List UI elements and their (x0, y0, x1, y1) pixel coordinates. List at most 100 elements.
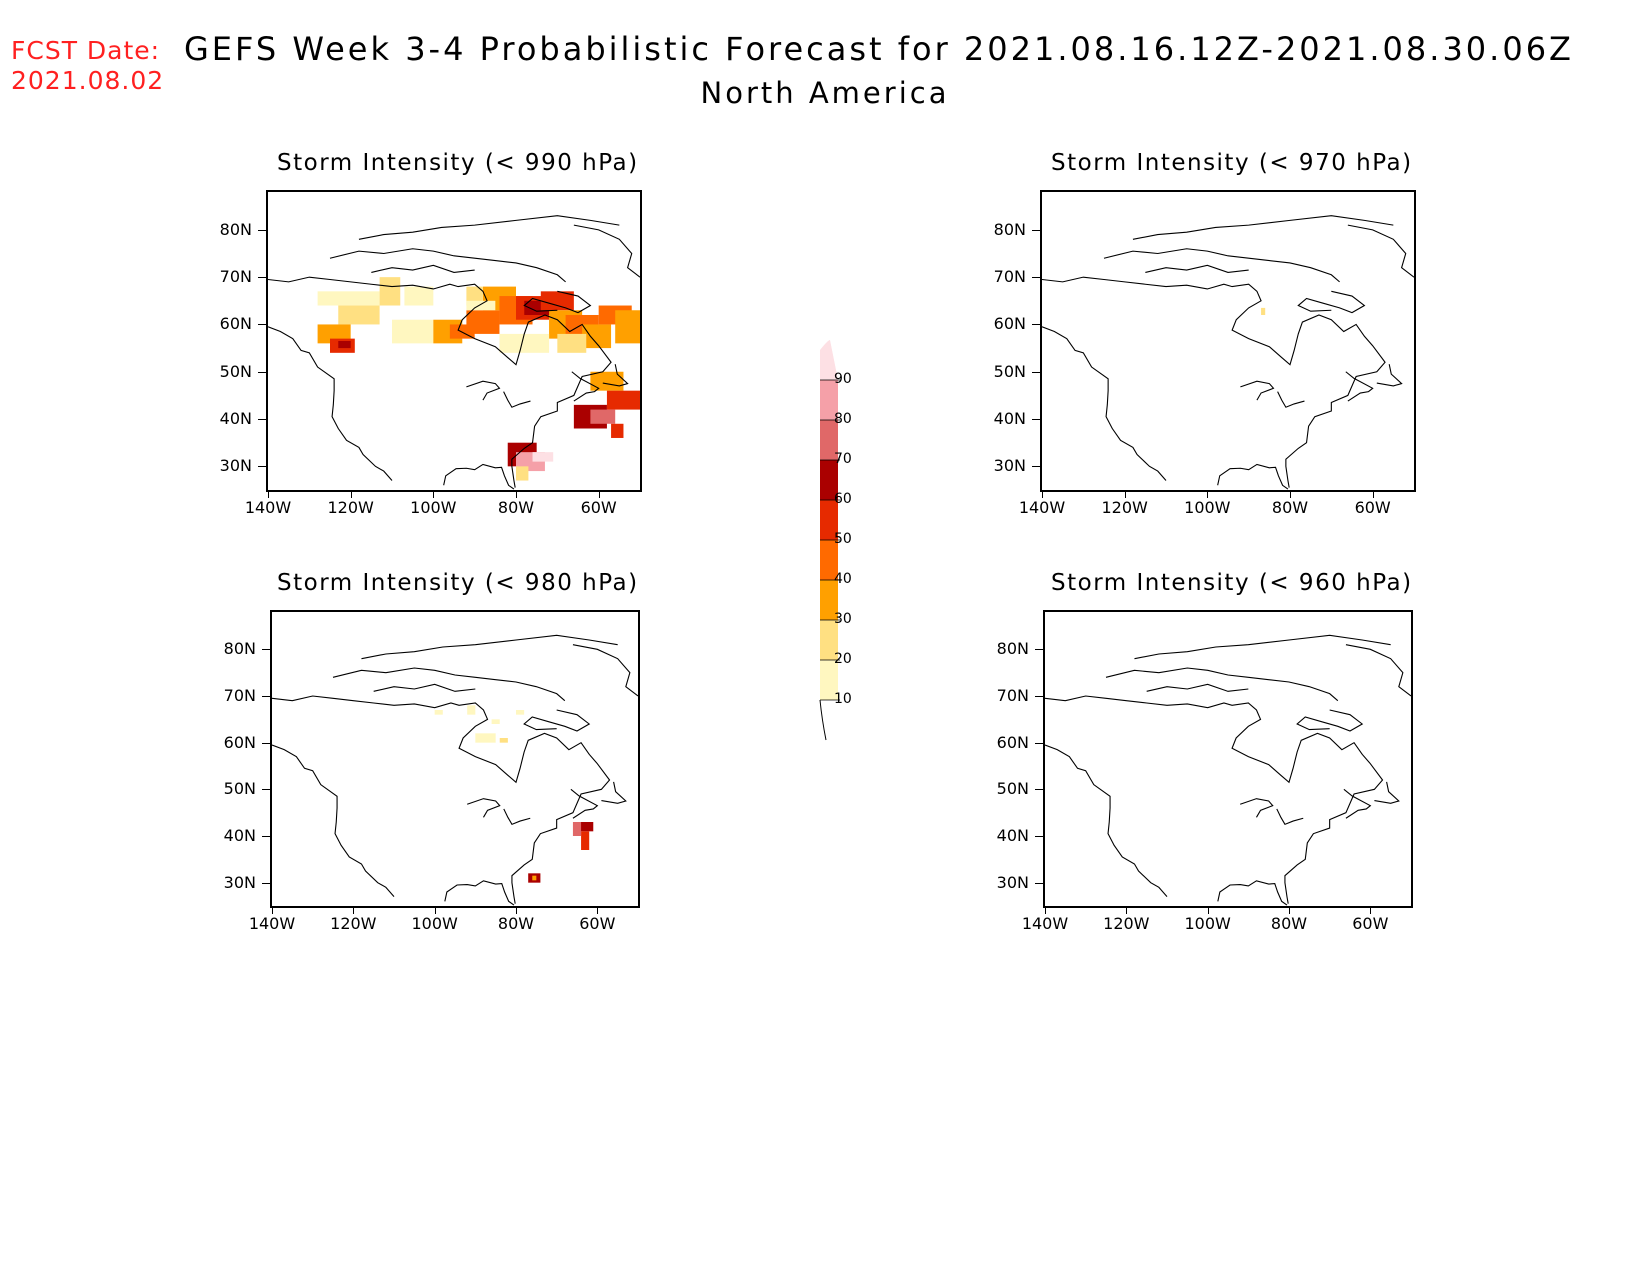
lat-tick (258, 466, 268, 468)
lon-tick-label: 60W (580, 498, 617, 517)
coastline (1132, 215, 1394, 240)
lon-tick-label: 140W (248, 914, 296, 933)
coastline (373, 683, 476, 692)
probability-cell (379, 277, 401, 306)
coastline (1374, 781, 1400, 804)
panel-title: Storm Intensity (< 960 hPa) (1051, 570, 1413, 596)
lon-tick-label: 80W (497, 498, 535, 517)
coastline (272, 744, 395, 898)
coastline (1217, 880, 1288, 906)
coastline (443, 463, 515, 490)
lon-tick (1207, 491, 1209, 498)
lat-tick (262, 696, 272, 697)
colorbar-level-label: 40 (834, 571, 852, 587)
lon-tick-label: 120W (330, 914, 377, 933)
colorbar-level-label: 30 (834, 611, 852, 627)
colorbar (819, 340, 840, 741)
lat-tick-label: 40N (219, 409, 252, 429)
lat-tick (258, 419, 268, 421)
coastline (1045, 744, 1168, 898)
lat-tick-label: 60N (219, 314, 252, 334)
lat-tick (1035, 836, 1045, 837)
lat-tick-label: 70N (996, 686, 1029, 705)
coastline (466, 380, 501, 401)
map-panel (270, 610, 640, 908)
map-canvas (268, 215, 640, 490)
lat-tick-label: 60N (993, 314, 1026, 334)
lat-tick (262, 742, 272, 744)
map-panel (266, 190, 642, 492)
lon-tick-label: 140W (1021, 914, 1069, 933)
lon-tick-label: 100W (1184, 498, 1231, 517)
probability-cell (532, 875, 537, 881)
lon-tick-label: 60W (1354, 498, 1391, 517)
colorbar-outline (819, 699, 827, 741)
coastline (1045, 695, 1384, 904)
lat-tick (1032, 419, 1042, 421)
lat-tick-label: 40N (993, 409, 1026, 429)
coastline (1145, 264, 1249, 273)
colorbar-level-label: 70 (834, 451, 852, 467)
lat-tick-label: 30N (996, 872, 1029, 892)
lat-tick-label: 70N (223, 686, 256, 705)
lat-tick-label: 80N (223, 639, 256, 659)
lon-tick-label: 100W (411, 914, 458, 933)
probability-cell (516, 710, 525, 715)
probability-cell (557, 333, 587, 353)
probability-cell (590, 409, 616, 424)
lat-tick-label: 50N (996, 779, 1029, 799)
lat-tick-label: 50N (993, 361, 1026, 381)
coastline (1343, 788, 1372, 819)
lon-tick (433, 491, 435, 498)
probability-cell (466, 310, 500, 334)
colorbar-segment (820, 500, 838, 540)
coastline (371, 264, 475, 273)
colorbar-level-label: 80 (834, 411, 852, 427)
colorbar-level-label: 20 (834, 651, 852, 667)
coastline (1042, 326, 1167, 481)
coastline (272, 695, 611, 904)
lon-tick-label: 140W (244, 498, 292, 517)
map-panel (1040, 190, 1416, 492)
coastline (268, 276, 612, 488)
colorbar-segment (820, 580, 838, 620)
coastline (1240, 380, 1275, 401)
lat-tick (1032, 229, 1042, 231)
lon-tick (268, 491, 269, 498)
lat-tick-label: 70N (219, 267, 252, 287)
lat-tick (1032, 324, 1042, 326)
lat-tick (262, 789, 272, 791)
map-panel (1043, 610, 1413, 908)
lon-tick (598, 491, 600, 498)
probability-cell (581, 831, 590, 850)
coastline (332, 667, 566, 702)
lon-tick (1045, 907, 1046, 914)
lon-tick (353, 907, 355, 914)
fcst-date-caption: FCST Date: (11, 36, 161, 65)
lat-tick (258, 229, 268, 231)
colorbar-segment (820, 620, 838, 660)
colorbar-segment (820, 540, 838, 580)
lat-tick-label: 30N (219, 456, 252, 476)
coastline (573, 224, 640, 278)
lat-tick-label: 50N (223, 779, 256, 799)
lat-tick-label: 80N (996, 639, 1029, 659)
lat-tick (258, 371, 268, 373)
lon-tick-label: 120W (327, 498, 374, 517)
coastline (570, 788, 599, 819)
lat-tick-label: 30N (993, 456, 1026, 476)
coastline (503, 391, 531, 408)
fcst-date-value: 2021.08.02 (11, 66, 165, 95)
lon-tick (272, 907, 273, 914)
colorbar-segment (820, 420, 838, 460)
lon-tick (1207, 907, 1209, 914)
lon-tick (516, 907, 517, 914)
probability-cell (590, 371, 624, 391)
colorbar-segment (820, 340, 838, 380)
probability-cell (404, 286, 434, 306)
probability-cell (572, 822, 582, 836)
probability-cell (615, 310, 640, 344)
coastline (1277, 391, 1305, 408)
lat-tick-label: 80N (993, 219, 1026, 239)
probability-cell (606, 390, 640, 410)
